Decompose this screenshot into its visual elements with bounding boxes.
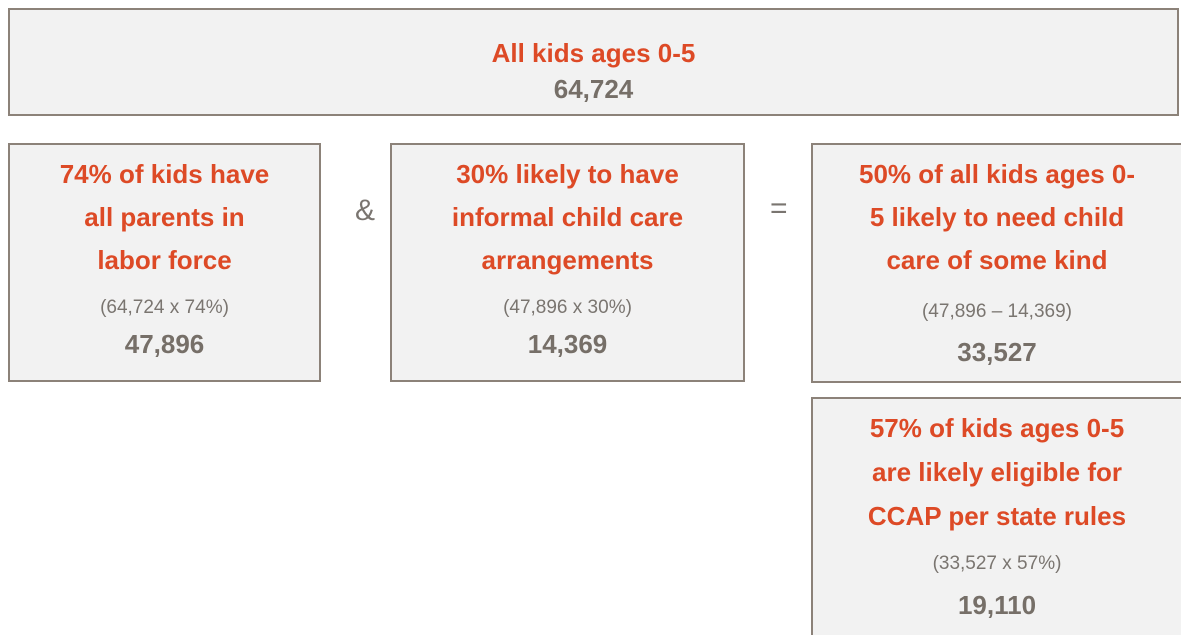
labor-box: 74% of kids have all parents in labor fo… [8, 143, 321, 382]
box-title: 74% of kids have [59, 159, 270, 189]
box-formula: (33,527 x 57%) [932, 553, 1062, 574]
eligible-box: 57% of kids ages 0-5 are likely eligible… [811, 397, 1181, 635]
box-title: informal child care [451, 202, 684, 232]
box-title: All kids ages 0-5 [491, 38, 696, 68]
informal-box: 30% likely to have informal child care a… [390, 143, 745, 382]
operator: & [355, 194, 376, 227]
need-box: 50% of all kids ages 0- 5 likely to need… [811, 143, 1181, 383]
box-formula: (47,896 x 30%) [503, 297, 632, 318]
box-title: are likely eligible for [872, 457, 1122, 487]
box-formula: (47,896 – 14,369) [921, 301, 1072, 322]
box-title: 50% of all kids ages 0- [858, 159, 1135, 189]
box-value: 19,110 [957, 590, 1037, 620]
box-formula: (64,724 x 74%) [100, 297, 229, 318]
box-value: 47,896 [124, 329, 205, 359]
box-title: CCAP per state rules [867, 501, 1127, 531]
box-title: 57% of kids ages 0-5 [869, 413, 1125, 443]
total-box: All kids ages 0-5 64,724 [8, 8, 1179, 116]
box-value: 33,527 [957, 337, 1037, 367]
box-title: care of some kind [886, 245, 1108, 275]
box-title: arrangements [481, 245, 654, 275]
operator: = [770, 192, 788, 225]
box-title: labor force [97, 245, 232, 275]
box-title: 30% likely to have [456, 159, 679, 189]
box-title: all parents in [84, 202, 245, 232]
box-value: 14,369 [527, 329, 608, 359]
box-title: 5 likely to need child [869, 202, 1125, 232]
box-value: 64,724 [553, 74, 634, 104]
